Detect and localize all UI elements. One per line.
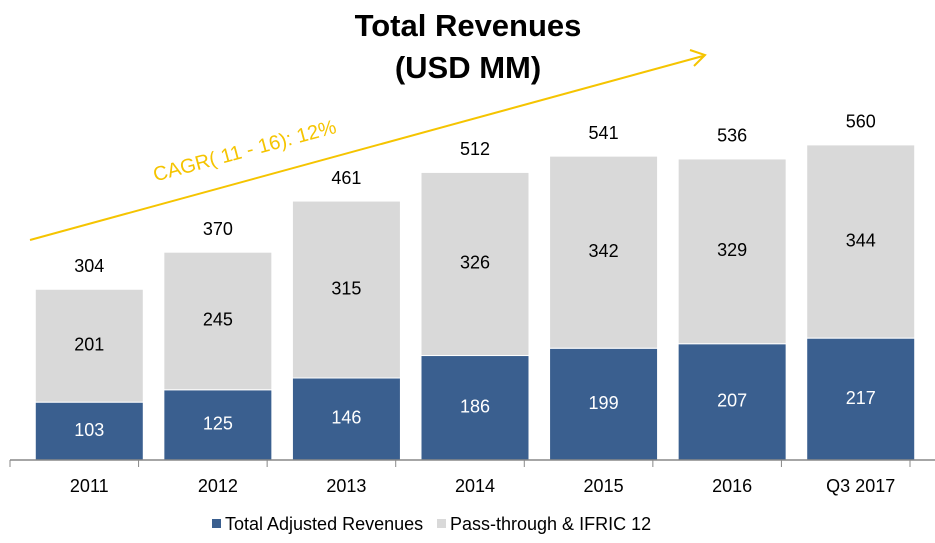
cagr-arrow <box>29 55 704 241</box>
value-label: 103 <box>74 420 104 440</box>
total-label: 304 <box>74 256 104 276</box>
value-label: 217 <box>846 388 876 408</box>
bar-segment <box>677 343 787 461</box>
x-tick-label: 2015 <box>584 476 624 496</box>
bar-segment <box>291 377 401 461</box>
bar-segment <box>549 347 659 461</box>
legend-swatch <box>212 519 221 528</box>
value-label: 146 <box>331 408 361 428</box>
bar-segment <box>806 337 916 461</box>
value-label: 245 <box>203 310 233 330</box>
chart-subtitle: (USD MM) <box>395 50 541 85</box>
x-tick-label: 2011 <box>70 476 109 496</box>
value-label: 201 <box>74 334 104 354</box>
bar-segment <box>420 171 530 357</box>
total-label: 512 <box>460 139 490 159</box>
value-label: 344 <box>846 230 876 250</box>
bar-segment <box>163 251 273 391</box>
chart-title: Total Revenues <box>355 8 582 43</box>
bar-segment <box>420 355 530 461</box>
value-label: 342 <box>589 241 619 261</box>
bar-segment <box>34 401 144 461</box>
total-label: 461 <box>331 168 361 188</box>
bar-segment <box>549 155 659 349</box>
cagr-arrowhead <box>689 49 707 67</box>
total-label: 541 <box>589 123 619 143</box>
value-label: 326 <box>460 253 490 273</box>
total-label: 370 <box>203 219 233 239</box>
value-label: 199 <box>589 393 619 413</box>
value-label: 329 <box>717 240 747 260</box>
x-tick-label: Q3 2017 <box>826 476 895 496</box>
value-label: 186 <box>460 397 490 417</box>
x-tick-label: 2014 <box>455 476 495 496</box>
legend-swatch <box>437 519 446 528</box>
x-tick-label: 2013 <box>326 476 366 496</box>
total-label: 560 <box>846 112 876 132</box>
legend-label: Total Adjusted Revenues <box>225 514 423 534</box>
total-label: 536 <box>717 126 747 146</box>
legend-label: Pass-through & IFRIC 12 <box>450 514 651 534</box>
value-label: 125 <box>203 414 233 434</box>
cagr-label: CAGR( 11 - 16): 12% <box>151 116 339 186</box>
bar-segment <box>806 144 916 339</box>
bar-segment <box>34 288 144 403</box>
x-tick-label: 2016 <box>712 476 752 496</box>
bar-segment <box>163 389 273 461</box>
x-tick-label: 2012 <box>198 476 238 496</box>
bar-segment <box>291 200 401 379</box>
value-label: 207 <box>717 391 747 411</box>
bar-segment <box>677 158 787 345</box>
value-label: 315 <box>331 278 361 298</box>
